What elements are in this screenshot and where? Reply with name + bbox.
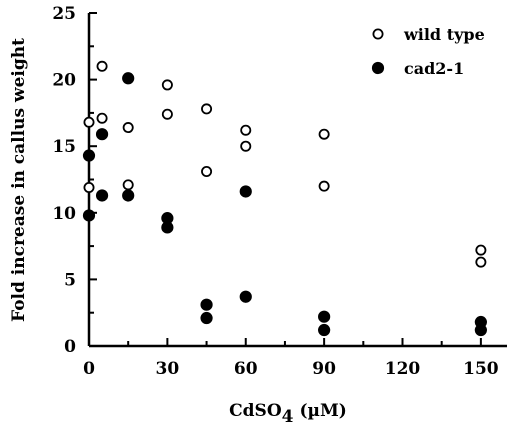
y-tick-label: 20 — [52, 71, 76, 91]
point-cad2-1 — [161, 221, 174, 234]
x-axis-label: CdSO4 (µM) — [229, 401, 347, 426]
point-cad2-1 — [200, 298, 213, 311]
point-cad2-1 — [200, 311, 213, 325]
point-wild-type — [122, 179, 134, 191]
point-cad2-1 — [239, 185, 252, 198]
point-cad2-1 — [82, 149, 96, 162]
legend-label: cad2-1 — [404, 59, 464, 78]
point-cad2-1 — [95, 189, 109, 202]
data-points — [82, 60, 487, 337]
point-wild-type — [161, 108, 173, 120]
x-axis-label-subscript: 4 — [282, 407, 294, 426]
point-cad2-1 — [474, 323, 487, 337]
y-tick-label: 25 — [52, 4, 76, 24]
legend-label: wild type — [403, 25, 485, 44]
y-tick-label: 10 — [52, 204, 76, 224]
point-wild-type — [201, 166, 213, 178]
y-tick-label: 5 — [64, 270, 76, 290]
point-cad2-1 — [239, 290, 252, 303]
legend-marker — [372, 28, 384, 40]
point-wild-type — [83, 116, 95, 128]
x-tick-label: 120 — [385, 359, 421, 379]
point-wild-type — [318, 128, 330, 140]
point-wild-type — [83, 181, 95, 193]
point-cad2-1 — [122, 189, 135, 202]
x-tick-label: 90 — [312, 359, 336, 379]
x-tick-label: 60 — [234, 359, 258, 379]
point-wild-type — [161, 79, 173, 91]
x-axis-label-unit: (µM) — [300, 401, 347, 421]
point-wild-type — [122, 122, 134, 134]
point-wild-type — [475, 256, 487, 268]
point-cad2-1 — [318, 323, 331, 337]
y-tick-label: 15 — [52, 137, 76, 157]
x-tick-label: 30 — [156, 359, 180, 379]
point-cad2-1 — [82, 209, 96, 222]
point-wild-type — [96, 112, 108, 124]
x-tick-label: 0 — [83, 359, 95, 379]
x-axis-label-main: CdSO — [229, 401, 282, 421]
point-wild-type — [96, 60, 108, 72]
point-wild-type — [240, 124, 252, 136]
point-wild-type — [475, 244, 487, 256]
point-cad2-1 — [95, 128, 109, 141]
point-wild-type — [318, 180, 330, 192]
point-wild-type — [201, 103, 213, 115]
x-tick-label: 150 — [463, 359, 499, 379]
y-ticks: 0 5 10 15 20 25 — [52, 4, 97, 357]
x-ticks: 0 30 60 90 120 150 — [83, 338, 499, 379]
point-wild-type — [240, 140, 252, 152]
legend: wild type cad2-1 — [371, 25, 485, 78]
legend-marker — [371, 61, 385, 75]
point-cad2-1 — [122, 72, 135, 85]
y-tick-label: 0 — [64, 337, 76, 357]
point-cad2-1 — [318, 310, 331, 323]
y-axis-label: Fold increase in callus weight — [9, 38, 29, 322]
